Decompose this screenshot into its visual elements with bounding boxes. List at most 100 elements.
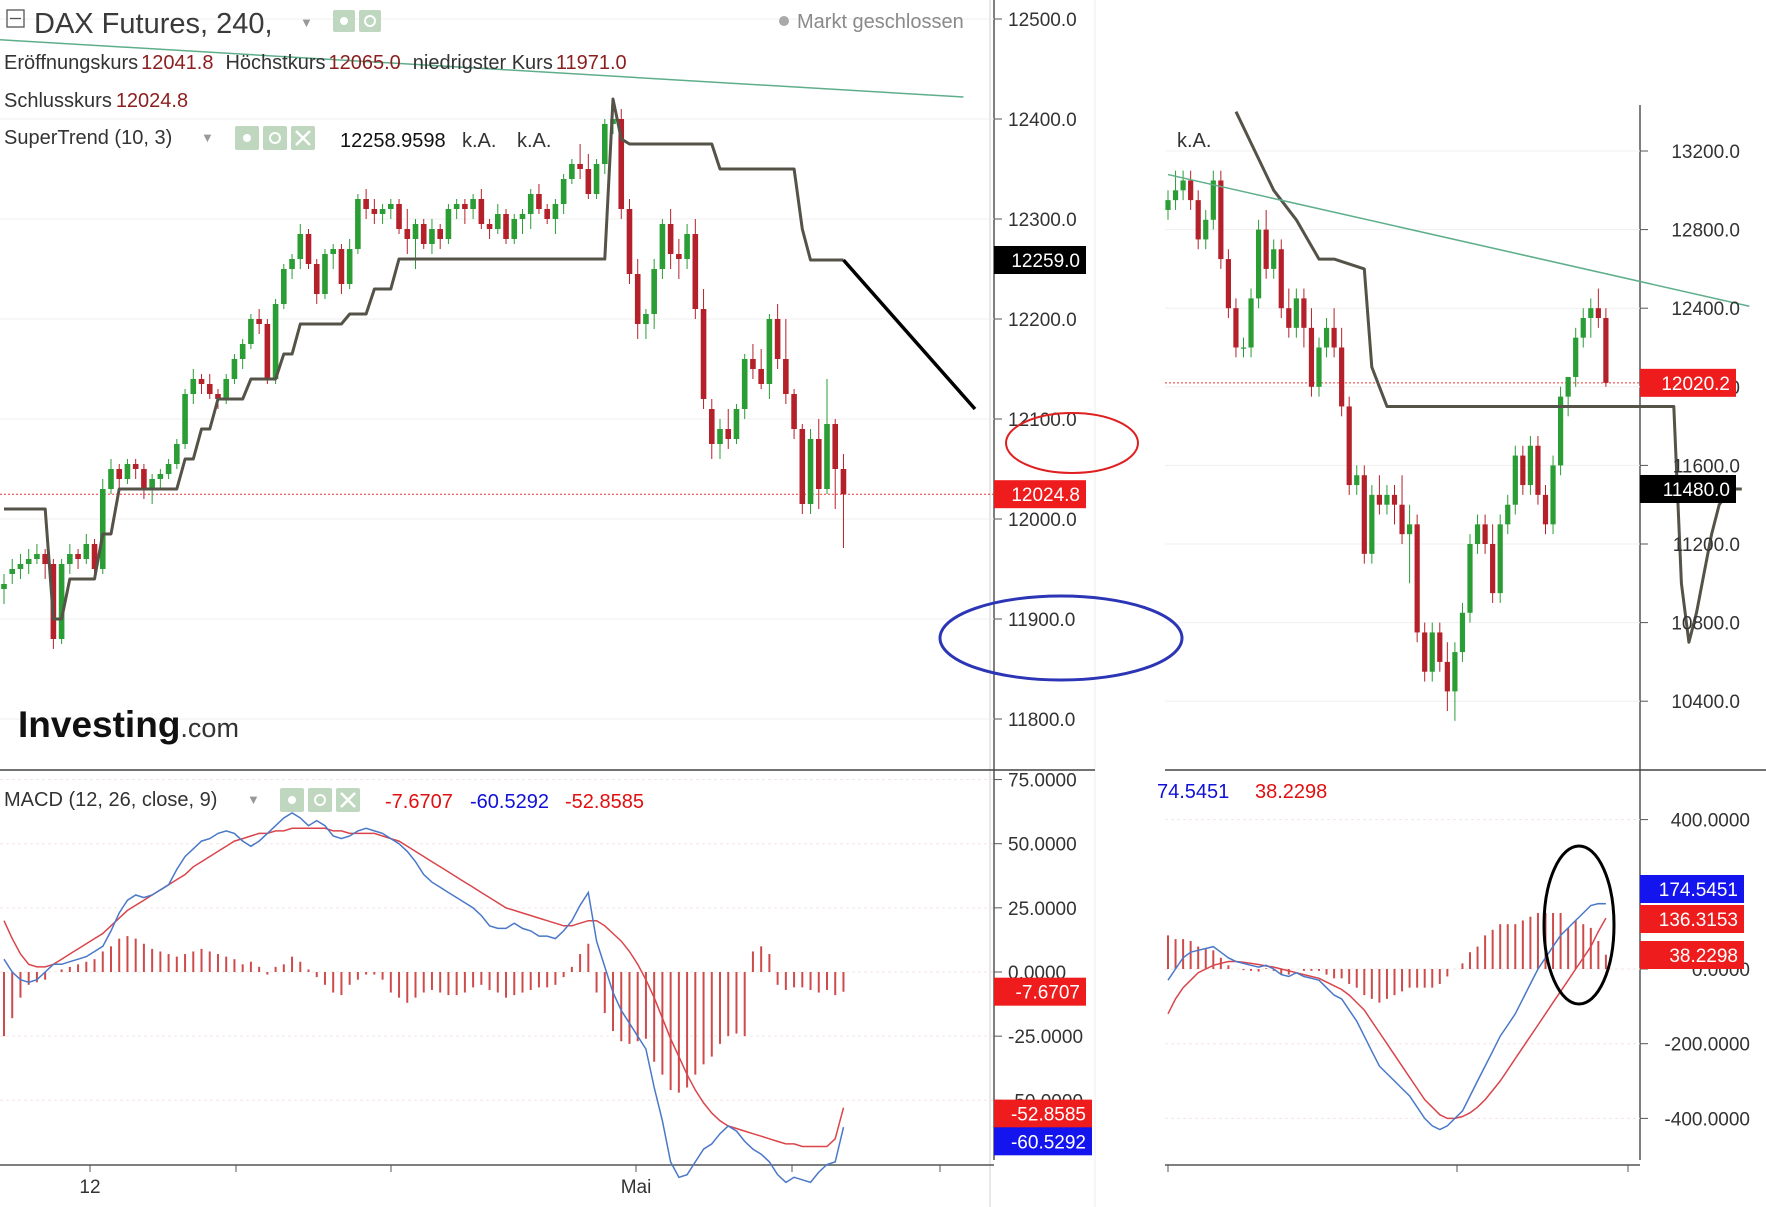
right-candle-body xyxy=(1165,200,1171,210)
left-macd-hist-badge: -7.6707 xyxy=(1016,983,1080,1004)
macd-gear-icon xyxy=(314,794,326,806)
candle-body xyxy=(684,234,690,259)
right-candle-body xyxy=(1573,337,1579,377)
right-candle-body xyxy=(1490,544,1496,594)
candle-body xyxy=(67,554,73,564)
macd-settings-icon[interactable] xyxy=(308,788,332,812)
supertrend-legend: SuperTrend (10, 3) xyxy=(4,127,172,149)
right-price-tick-label: 10400.0 xyxy=(1671,692,1740,713)
red-ellipse-annotation xyxy=(1005,412,1139,474)
candle-body xyxy=(190,379,197,394)
macd-tick-label: 75.0000 xyxy=(1008,771,1077,792)
right-signal-badge-box xyxy=(1640,905,1744,933)
candle-body xyxy=(371,209,378,214)
right-candle-body xyxy=(1248,298,1254,348)
candle-body xyxy=(108,469,114,489)
right-price-tick-label: 11200.0 xyxy=(1673,535,1740,556)
macd-x-icon xyxy=(340,792,356,808)
settings-icon[interactable] xyxy=(359,10,381,32)
right-candle-body xyxy=(1444,661,1450,692)
supertrend-line xyxy=(4,97,844,621)
interval-dropdown-icon[interactable]: ▼ xyxy=(300,15,313,30)
right-candle-body xyxy=(1195,200,1201,240)
time-tick-label: Mai xyxy=(621,1177,652,1198)
right-candle-body xyxy=(1316,347,1322,387)
candle-body xyxy=(840,469,847,495)
candle-body xyxy=(396,204,402,229)
candle-body xyxy=(116,469,123,479)
right-candle-body xyxy=(1580,318,1586,338)
candle-body xyxy=(725,429,732,439)
right-candle-body xyxy=(1203,219,1209,240)
candle-body xyxy=(206,384,213,394)
candle-body xyxy=(272,304,279,379)
candle-body xyxy=(708,409,715,444)
candle-body xyxy=(478,199,485,224)
right-candle-body xyxy=(1399,504,1405,535)
ohlc-close: Schlusskurs 12024.8 xyxy=(4,90,188,112)
supertrend-dropdown-icon[interactable]: ▼ xyxy=(201,130,214,145)
chart-title: DAX Futures, 240, xyxy=(34,8,273,40)
macd-tick-label: 25.0000 xyxy=(1008,899,1077,920)
candle-body xyxy=(34,554,40,559)
candle-body xyxy=(462,204,468,209)
left-price-tick-label: 12300.0 xyxy=(1008,210,1077,231)
right-candle-body xyxy=(1323,327,1330,348)
right-candle-body xyxy=(1535,445,1541,495)
candle-body xyxy=(577,164,583,169)
right-candle-body xyxy=(1376,494,1382,505)
candle-body xyxy=(692,234,699,309)
candle-body xyxy=(783,359,789,394)
right-candle-body xyxy=(1188,180,1194,201)
candle-body xyxy=(626,209,633,274)
candle-body xyxy=(824,424,830,489)
na-2: k.A. xyxy=(517,130,551,152)
time-tick-label: 12 xyxy=(79,1177,100,1198)
right-candle-body xyxy=(1467,544,1473,613)
right-candle-body xyxy=(1218,180,1224,260)
candle-body xyxy=(157,474,164,479)
candle-body xyxy=(429,229,435,244)
right-candle-body xyxy=(1278,249,1284,309)
right-grid xyxy=(1165,150,1648,1119)
candle-body xyxy=(717,429,723,444)
candle-body xyxy=(544,209,550,219)
right-candle-body xyxy=(1429,632,1435,672)
candle-body xyxy=(174,444,180,464)
right-candle-body xyxy=(1354,475,1360,486)
supertrend-settings-icon[interactable] xyxy=(263,126,287,150)
right-price-tick-label: 12400.0 xyxy=(1671,299,1740,320)
right-candle-body xyxy=(1527,445,1533,486)
right-price-badge-box xyxy=(1640,368,1736,397)
candle-body xyxy=(560,179,567,204)
candle-body xyxy=(676,254,682,259)
right-candle-body xyxy=(1180,180,1186,191)
candle-body xyxy=(486,224,493,229)
left-price-badge: 12024.8 xyxy=(1011,485,1080,506)
right-candle-body xyxy=(1271,249,1277,269)
investing-logo: Investing.com xyxy=(18,704,239,745)
candle-body xyxy=(807,439,814,504)
left-signal-badge: -52.8585 xyxy=(1011,1105,1086,1126)
candle-body xyxy=(25,559,32,564)
right-candle-body xyxy=(1512,455,1518,505)
candle-body xyxy=(667,224,674,254)
chart-header: DAX Futures, 240, ▼ Markt geschlossen Er… xyxy=(4,8,1211,745)
right-na: k.A. xyxy=(1177,130,1211,152)
right-price-tick-label: 10800.0 xyxy=(1671,614,1740,635)
right-candle-body xyxy=(1452,652,1458,692)
black-ellipse-annotation xyxy=(1542,844,1616,1006)
close-icon xyxy=(295,130,311,146)
candle-body xyxy=(519,214,526,219)
left-price-tick-label: 12200.0 xyxy=(1008,310,1077,331)
right-candle-body xyxy=(1256,229,1262,299)
right-candle-body xyxy=(1542,494,1549,525)
candle-body xyxy=(412,224,419,239)
macd-dropdown-icon[interactable]: ▼ xyxy=(247,792,260,807)
collapse-toggle[interactable] xyxy=(6,9,25,28)
left-price-tick-label: 11900.0 xyxy=(1008,610,1075,631)
candle-body xyxy=(388,204,394,209)
right-macd-badge-box xyxy=(1640,875,1744,903)
left-trendline xyxy=(0,38,964,98)
candle-body xyxy=(815,439,822,489)
